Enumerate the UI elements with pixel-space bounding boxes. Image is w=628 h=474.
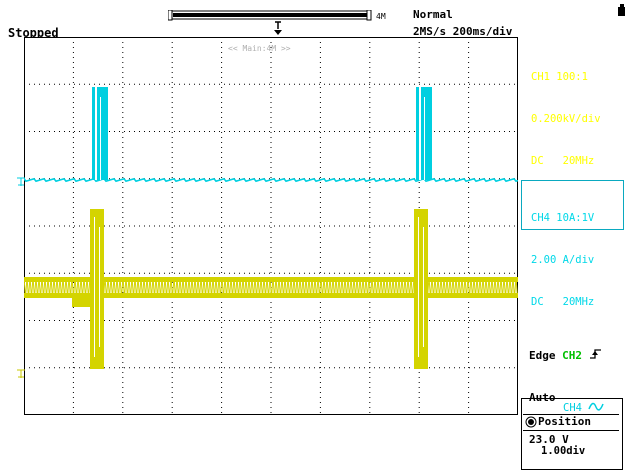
timebase: 2MS/s 200ms/div bbox=[413, 25, 512, 38]
trigger-level: 23.0 V bbox=[529, 433, 569, 446]
time-per-div: 200ms/div bbox=[452, 25, 513, 38]
ch4-probe: 10A:1V bbox=[556, 212, 595, 224]
rising-edge-icon bbox=[589, 349, 601, 359]
ch1-step bbox=[72, 293, 92, 307]
ch1-spike bbox=[90, 209, 104, 369]
panel-title-bar bbox=[523, 414, 619, 431]
position-value[interactable]: 1.00div bbox=[541, 445, 586, 457]
waveform-grid bbox=[23, 37, 519, 415]
ch1-scale: 0.200kV/div bbox=[531, 113, 601, 125]
record-bar bbox=[168, 10, 372, 35]
ch4-pulse-gap bbox=[424, 97, 425, 180]
panel-channel: CH4 bbox=[563, 401, 604, 414]
ch4-info-box[interactable] bbox=[521, 180, 624, 230]
trigger-mode: Normal bbox=[413, 8, 453, 21]
ch4-scale: 2.00 A/div bbox=[531, 254, 595, 266]
ch4-info: CH4 10A:1V 2.00 A/div DC 20MHz bbox=[531, 183, 594, 323]
ch1-band-bottom bbox=[24, 293, 518, 298]
ch4-pulse-gap bbox=[95, 87, 97, 180]
sample-rate: 2MS/s bbox=[413, 25, 447, 38]
ch4-ground-marker[interactable] bbox=[16, 176, 26, 188]
waveform-display[interactable] bbox=[23, 37, 519, 419]
ch1-spike-gap bbox=[99, 227, 100, 347]
ch4-pulse-gap bbox=[419, 87, 421, 180]
ch1-name: CH1 bbox=[531, 71, 550, 83]
position-wave-icon bbox=[588, 402, 604, 411]
ch1-info[interactable]: CH1 100:1 0.200kV/div DC 20MHz bbox=[531, 42, 601, 182]
ch1-spike bbox=[414, 209, 428, 369]
ch1-band-top bbox=[24, 277, 518, 282]
ch1-spike-gap bbox=[94, 217, 95, 357]
ch4-waveform bbox=[23, 87, 519, 183]
document-icon bbox=[618, 4, 625, 16]
knob-icon bbox=[525, 416, 537, 428]
ch4-coupling: DC bbox=[531, 296, 544, 308]
trigger-info[interactable]: Edge CH2 Auto 23.0 V bbox=[529, 320, 603, 461]
ch1-bandwidth: 20MHz bbox=[562, 155, 595, 167]
trigger-source: CH2 bbox=[562, 349, 582, 362]
ch1-ground-marker[interactable] bbox=[16, 368, 26, 380]
zoom-window-label: << Main:4M >> bbox=[228, 44, 291, 53]
ch1-coupling: DC bbox=[531, 155, 544, 167]
acquisition-status: Stopped bbox=[8, 26, 59, 40]
trigger-position-icon bbox=[274, 21, 282, 35]
ch1-probe: 100:1 bbox=[556, 71, 588, 83]
ch1-waveform bbox=[23, 209, 518, 369]
position-panel[interactable] bbox=[521, 398, 623, 470]
trigger-type: Edge bbox=[529, 349, 556, 362]
panel-channel-label: CH4 bbox=[563, 402, 582, 414]
trigger-mode-auto: Auto bbox=[529, 391, 556, 404]
ch4-pulse-gap bbox=[100, 97, 101, 180]
ch4-bandwidth: 20MHz bbox=[562, 296, 595, 308]
panel-title: Position bbox=[538, 415, 591, 428]
ch4-name: CH4 bbox=[531, 212, 550, 224]
ch4-baseline bbox=[23, 177, 519, 183]
memory-length: 4M bbox=[376, 12, 386, 21]
ch1-spike-gap bbox=[423, 227, 424, 347]
ch1-spike-gap bbox=[418, 217, 419, 357]
